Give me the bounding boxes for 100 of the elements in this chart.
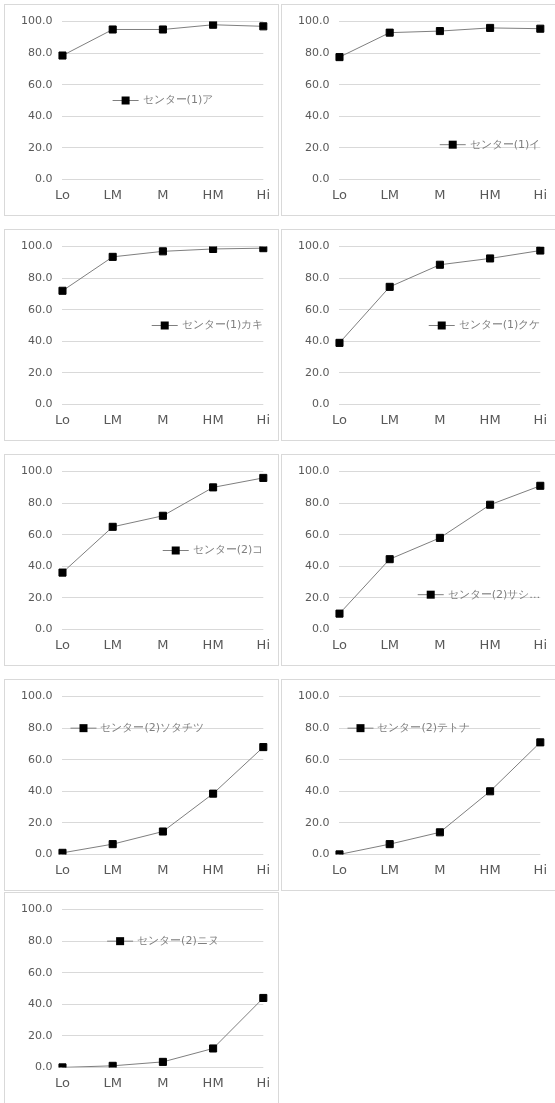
y-tick-label: 20.0	[27, 140, 53, 154]
x-tick-label: Hi	[256, 186, 270, 202]
y-tick-label: 100.0	[20, 902, 53, 916]
point	[108, 840, 117, 849]
point	[158, 247, 167, 256]
y-tick-label: 100.0	[297, 14, 330, 28]
x-tick-label: M	[157, 1074, 169, 1090]
legend-label: センター(2)ソタチツ	[100, 721, 205, 735]
x-tick-label: LM	[380, 186, 399, 202]
x-tick-label: M	[434, 636, 446, 652]
x-tick-label: HM	[202, 861, 224, 877]
x-tick-label: LM	[103, 636, 122, 652]
x-tick-label: Lo	[332, 186, 348, 202]
x-tick-label: HM	[479, 861, 501, 877]
point	[435, 533, 444, 542]
point	[536, 481, 545, 490]
point	[108, 522, 117, 531]
x-tick-label: M	[157, 186, 169, 202]
y-tick-label: 60.0	[27, 527, 53, 541]
point	[486, 23, 495, 32]
point	[259, 993, 268, 1002]
x-tick-label: Hi	[533, 411, 547, 427]
y-tick-label: 60.0	[27, 752, 53, 766]
point	[435, 828, 444, 837]
y-tick-label: 100.0	[297, 689, 330, 703]
point	[158, 511, 167, 520]
y-tick-label: 0.0	[34, 847, 53, 861]
y-tick-label: 0.0	[311, 847, 330, 861]
point	[209, 21, 218, 29]
x-tick-label: M	[157, 861, 169, 877]
legend-label: センター(2)テトナ	[377, 721, 471, 735]
x-tick-label: LM	[103, 411, 122, 427]
y-tick-label: 40.0	[304, 559, 330, 573]
point	[486, 787, 495, 796]
y-tick-label: 40.0	[27, 334, 53, 348]
y-tick-label: 40.0	[304, 784, 330, 798]
point	[335, 338, 344, 347]
x-tick-label: Hi	[533, 861, 547, 877]
x-tick-label: Hi	[533, 636, 547, 652]
legend-label: センター(2)コ	[192, 543, 264, 557]
point	[209, 483, 218, 492]
y-tick-label: 60.0	[27, 77, 53, 91]
point	[158, 25, 167, 34]
x-tick-label: HM	[479, 186, 501, 202]
x-tick-label: LM	[380, 411, 399, 427]
y-tick-label: 20.0	[304, 140, 330, 154]
y-tick-label: 0.0	[311, 622, 330, 636]
y-tick-label: 20.0	[304, 590, 330, 604]
x-tick-label: Lo	[55, 1074, 71, 1090]
y-tick-label: 80.0	[27, 271, 53, 285]
point	[536, 738, 545, 747]
x-tick-label: M	[157, 411, 169, 427]
x-tick-label: Hi	[533, 186, 547, 202]
point	[435, 27, 444, 36]
y-tick-label: 20.0	[27, 365, 53, 379]
point	[385, 282, 394, 291]
point	[158, 827, 167, 836]
y-tick-label: 80.0	[304, 271, 330, 285]
point	[108, 252, 117, 261]
x-tick-label: LM	[103, 861, 122, 877]
y-tick-label: 100.0	[297, 464, 330, 478]
y-tick-label: 80.0	[304, 46, 330, 60]
x-tick-label: HM	[202, 636, 224, 652]
x-tick-label: Hi	[256, 411, 270, 427]
point	[536, 246, 545, 255]
point	[335, 53, 344, 62]
y-tick-label: 100.0	[297, 239, 330, 253]
point	[209, 789, 218, 798]
y-tick-label: 80.0	[27, 46, 53, 60]
x-tick-label: LM	[380, 636, 399, 652]
x-tick-label: Lo	[332, 636, 348, 652]
y-tick-label: 0.0	[311, 172, 330, 186]
point	[259, 743, 268, 752]
y-tick-label: 80.0	[27, 934, 53, 948]
y-tick-label: 100.0	[20, 464, 53, 478]
y-tick-label: 20.0	[27, 1028, 53, 1042]
legend-label: センター(1)クケ	[458, 318, 541, 332]
x-tick-label: HM	[202, 1074, 224, 1090]
point	[58, 568, 67, 577]
y-tick-label: 40.0	[27, 997, 53, 1011]
point	[58, 51, 67, 60]
point	[259, 473, 268, 482]
x-tick-label: Hi	[256, 1074, 270, 1090]
x-tick-label: Lo	[55, 186, 71, 202]
point	[209, 246, 218, 253]
y-tick-label: 80.0	[27, 496, 53, 510]
y-tick-label: 60.0	[304, 752, 330, 766]
y-tick-label: 100.0	[20, 14, 53, 28]
y-tick-label: 60.0	[304, 527, 330, 541]
y-tick-label: 60.0	[304, 77, 330, 91]
point	[158, 1057, 167, 1066]
x-tick-label: M	[434, 411, 446, 427]
y-tick-label: 40.0	[27, 109, 53, 123]
x-tick-label: HM	[479, 636, 501, 652]
y-tick-label: 0.0	[34, 397, 53, 411]
y-tick-label: 60.0	[27, 965, 53, 979]
x-tick-label: Hi	[256, 861, 270, 877]
point	[58, 848, 67, 855]
y-tick-label: 60.0	[27, 302, 53, 316]
y-tick-label: 20.0	[304, 815, 330, 829]
